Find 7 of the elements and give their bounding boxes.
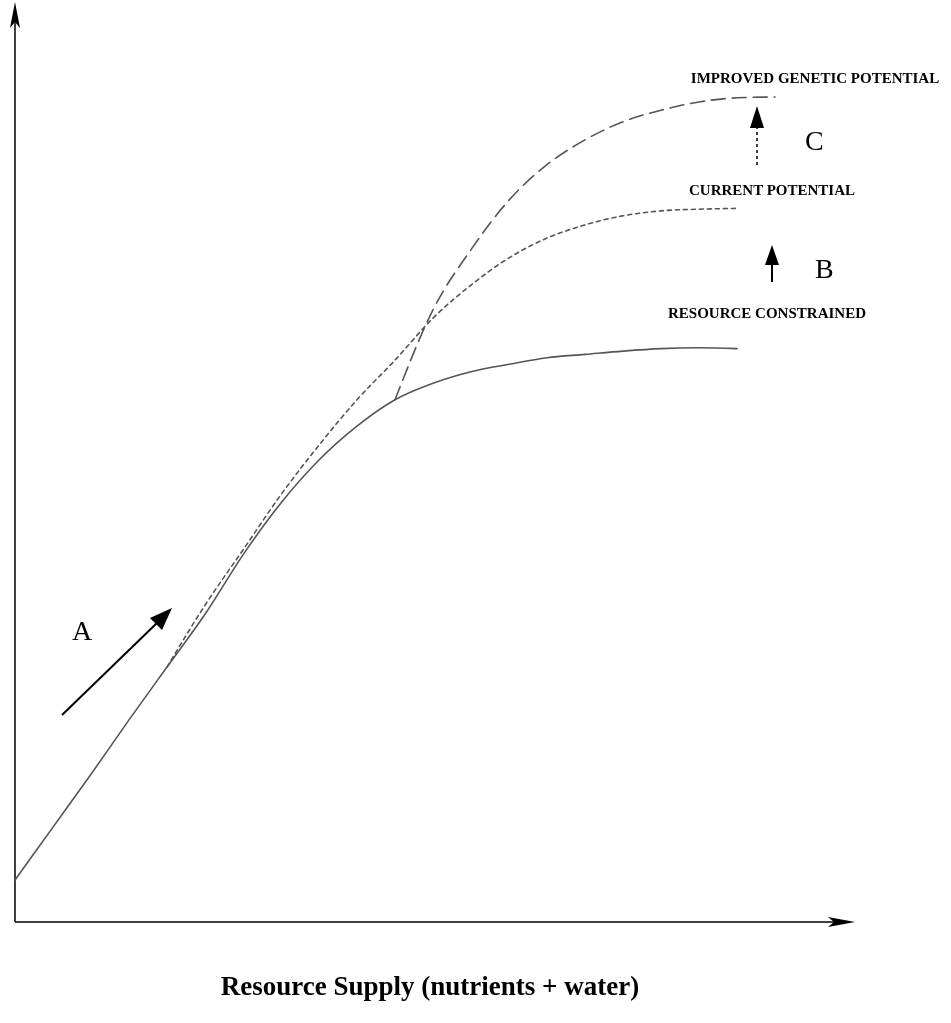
series-label: RESOURCE CONSTRAINED [668, 304, 867, 321]
x-axis-title: Resource Supply (nutrients + water) [220, 971, 640, 1001]
series-label: IMPROVED GENETIC POTENTIAL [690, 70, 940, 86]
annotation: A [72, 615, 93, 646]
series-label: CURRENT POTENTIAL [688, 182, 856, 199]
text: C [805, 125, 824, 156]
text: B [815, 253, 834, 284]
